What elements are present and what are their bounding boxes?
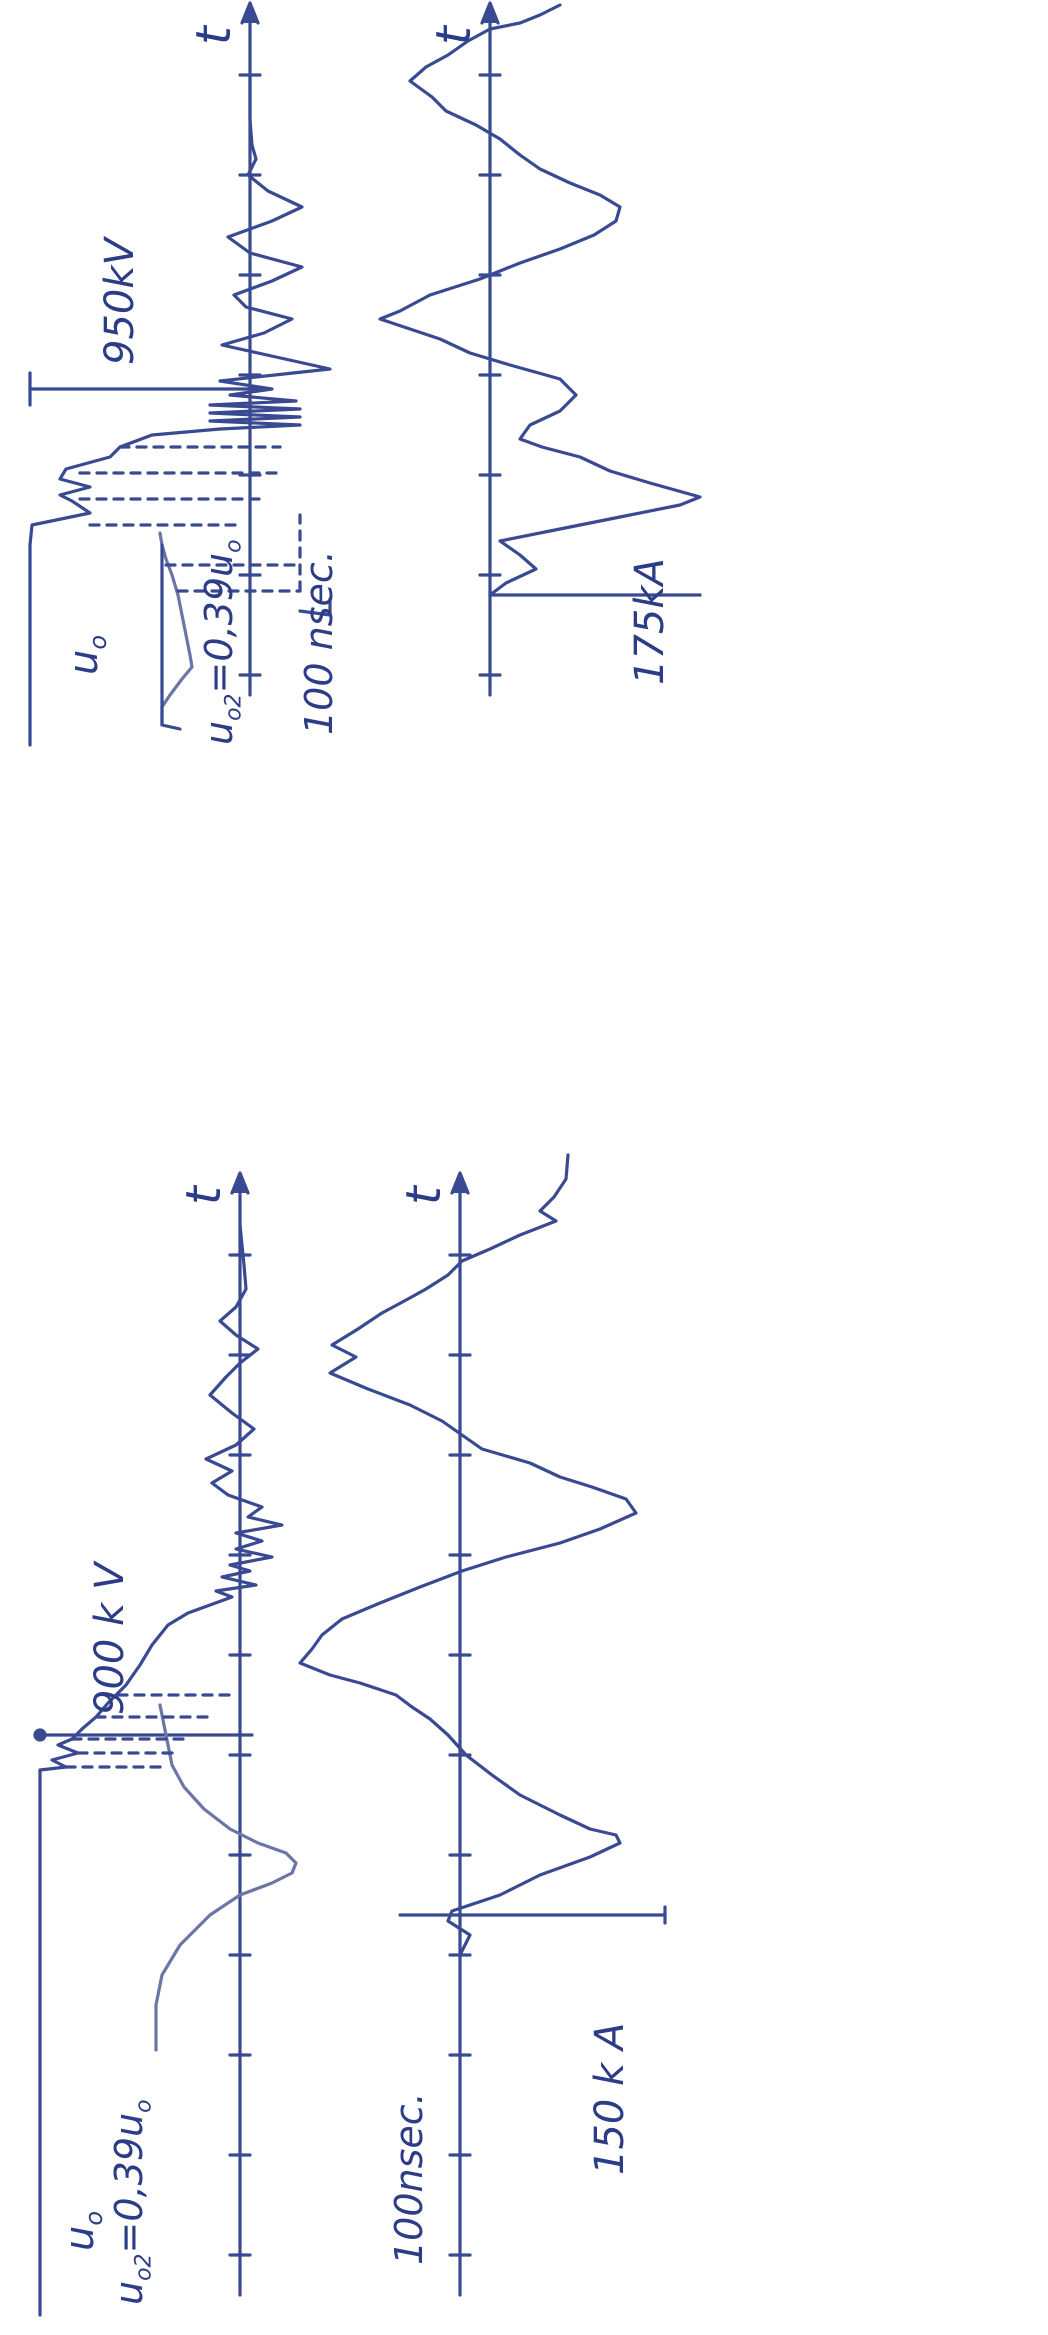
right-current-axis-arrow bbox=[480, 1, 500, 25]
left-current-axis-arrow bbox=[450, 1171, 470, 1195]
right-time-scale-label: 100 nsec. bbox=[297, 550, 341, 735]
right-peak-voltage-label: 950kV bbox=[97, 238, 143, 365]
right-scale-bracket bbox=[298, 597, 332, 617]
right-current-waveform bbox=[378, 3, 702, 597]
left-time-scale-label: 100nsec. bbox=[387, 2092, 431, 2265]
right-peak-current-label: 175kA bbox=[627, 558, 673, 685]
right-voltage-plateau bbox=[158, 531, 194, 727]
left-voltage-dashed-lines bbox=[64, 1693, 234, 1769]
left-voltage-axis-arrow bbox=[230, 1171, 250, 1195]
right-axis-t-label-voltage: t bbox=[186, 26, 242, 45]
left-current-waveform bbox=[298, 1153, 638, 1957]
left-top-row-label: uo bbox=[57, 2210, 108, 2251]
left-voltage-waveform bbox=[38, 1223, 284, 2317]
left-axis-t-label-current: t bbox=[396, 1186, 452, 1205]
right-voltage-step bbox=[160, 543, 182, 731]
left-current-axis-ticks bbox=[448, 1253, 472, 2257]
right-top-row-label: uo bbox=[61, 634, 112, 675]
left-peak-voltage-label: 900 k V bbox=[87, 1562, 133, 1715]
right-voltage-axis-arrow bbox=[240, 1, 260, 25]
right-voltage-dashed-lines bbox=[78, 445, 302, 593]
left-peak-voltage-marker-dot bbox=[33, 1728, 47, 1742]
right-axis-t-label-current: t bbox=[426, 26, 482, 45]
left-peak-current-label: 150 k A bbox=[587, 2022, 633, 2175]
right-ratio-label: uo2=0,39uo bbox=[197, 539, 247, 745]
right-voltage-waveform bbox=[28, 73, 332, 747]
left-ratio-label: uo2=0,39uo bbox=[107, 2099, 157, 2305]
right-current-axis-ticks bbox=[478, 73, 502, 677]
left-voltage-bell bbox=[154, 1703, 298, 2052]
left-voltage-axis-ticks bbox=[228, 1253, 252, 2257]
left-axis-t-label-voltage: t bbox=[176, 1186, 232, 1205]
